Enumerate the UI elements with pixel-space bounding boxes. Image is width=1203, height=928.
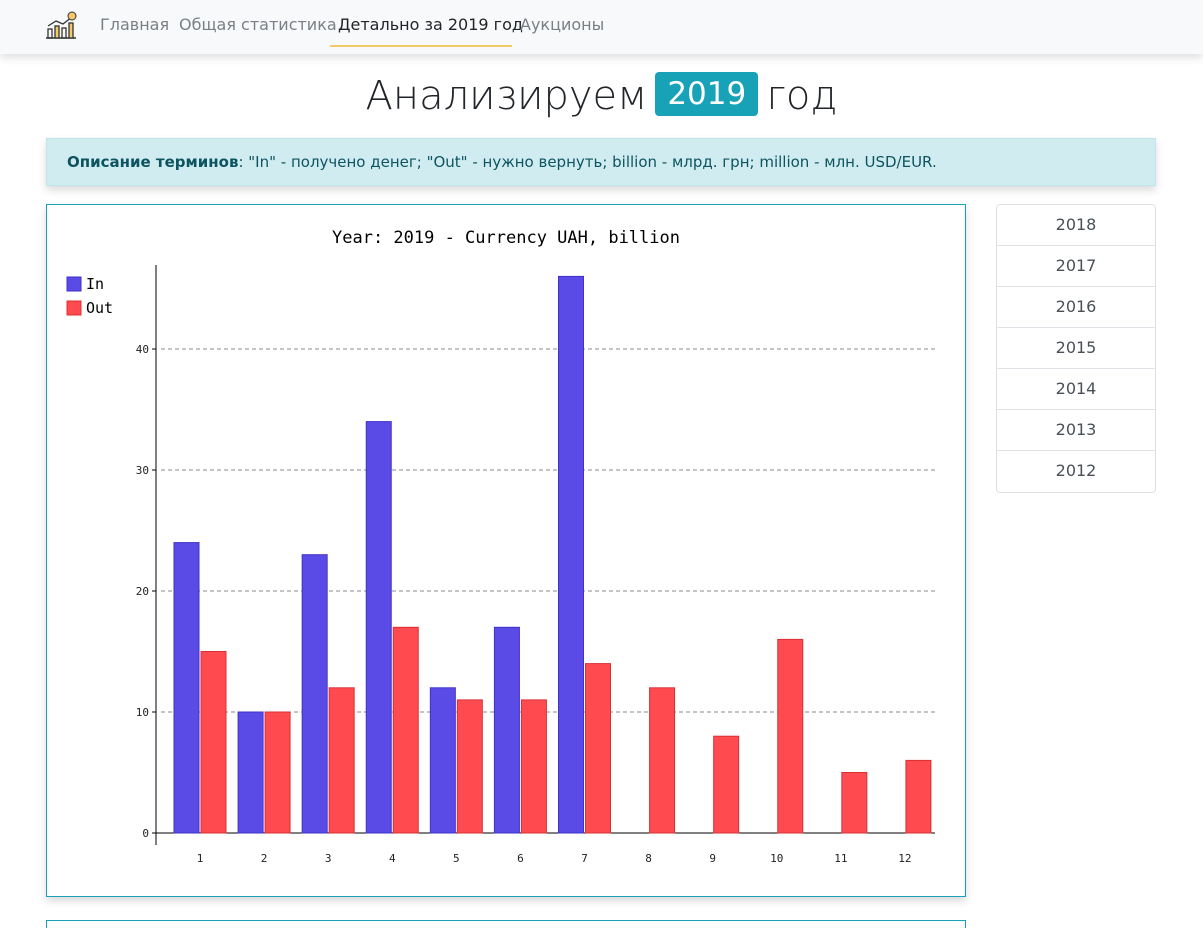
bar-chart: Year: 2019 - Currency UAH, billion 0 10 20 3… <box>66 228 935 865</box>
bar-in-4 <box>365 421 392 834</box>
page-title-suffix: год <box>766 73 838 119</box>
x-tick-label: 11 <box>834 852 847 865</box>
terms-description-label: Описание терминов <box>67 153 239 171</box>
bar-out-7 <box>585 663 611 834</box>
x-tick-label: 1 <box>197 852 204 865</box>
legend-label-in: In <box>86 275 104 293</box>
bar-in-1 <box>173 542 200 834</box>
x-tick-label: 12 <box>898 852 911 865</box>
legend-swatch-out <box>66 300 82 316</box>
x-tick-label: 2 <box>261 852 268 865</box>
bar-in-6 <box>493 626 520 834</box>
year-badge: 2019 <box>655 72 759 116</box>
page-title: Анализируем 2019 год <box>0 70 1203 122</box>
bar-out-8 <box>649 687 676 834</box>
year-link-2012[interactable]: 2012 <box>1055 461 1097 480</box>
chart-card: Year: 2019 - Currency UAH, billion 0 10 20 3… <box>46 204 966 897</box>
bar-out-12 <box>905 759 932 834</box>
year-link-2016[interactable]: 2016 <box>997 287 1155 328</box>
legend-swatch-in <box>66 276 82 292</box>
navbar: Главная Общая статистика Детально за 201… <box>0 0 1203 54</box>
legend-label-out: Out <box>86 299 113 317</box>
x-tick-label: 10 <box>770 852 783 865</box>
nav-detail-year[interactable]: Детально за 2019 год <box>338 15 523 34</box>
bar-in-7 <box>558 275 584 834</box>
page-title-prefix: Анализируем <box>365 73 648 119</box>
year-link-2018[interactable]: 2018 <box>997 205 1155 246</box>
y-tick-label: 20 <box>136 585 149 598</box>
nav-general-stats[interactable]: Общая статистика <box>179 15 337 34</box>
bar-out-5 <box>456 699 483 834</box>
nav-active-indicator <box>330 45 512 47</box>
bar-out-6 <box>520 699 547 834</box>
nav-home[interactable]: Главная <box>100 15 170 34</box>
terms-description-alert: Описание терминов: "In" - получено денег… <box>46 138 1156 186</box>
chart-title: Year: 2019 - Currency UAH, billion <box>332 228 680 248</box>
year-link-2014[interactable]: 2014 <box>997 369 1155 410</box>
year-link-2017[interactable]: 2017 <box>997 246 1155 287</box>
bar-in-5 <box>429 687 456 834</box>
x-tick-label: 4 <box>389 852 396 865</box>
x-tick-label: 3 <box>325 852 332 865</box>
terms-description-text: : "In" - получено денег; "Out" - нужно в… <box>238 153 937 171</box>
y-tick-label: 10 <box>136 706 149 719</box>
year-link-2015[interactable]: 2015 <box>997 328 1155 369</box>
x-tick-label: 6 <box>517 852 524 865</box>
bar-out-11 <box>841 772 868 834</box>
bar-in-3 <box>301 554 328 834</box>
nav-auctions[interactable]: Аукционы <box>520 15 605 34</box>
bar-out-2 <box>264 711 291 834</box>
chart-coin-logo-icon[interactable] <box>44 11 78 41</box>
y-tick-label: 0 <box>142 827 149 840</box>
bar-out-4 <box>392 626 419 834</box>
y-tick-label: 40 <box>136 343 149 356</box>
bar-out-9 <box>713 735 740 834</box>
x-tick-label: 7 <box>581 852 588 865</box>
next-chart-card <box>46 920 966 928</box>
x-tick-label: 9 <box>709 852 716 865</box>
bar-out-3 <box>328 687 355 834</box>
bar-in-2 <box>237 711 264 834</box>
x-tick-label: 5 <box>453 852 460 865</box>
year-list: 2018 2017 2016 2015 2014 2013 2012 <box>996 204 1156 493</box>
bar-out-1 <box>200 651 227 834</box>
year-link-2013[interactable]: 2013 <box>997 410 1155 451</box>
x-tick-label: 8 <box>645 852 652 865</box>
y-tick-label: 30 <box>136 464 149 477</box>
bar-out-10 <box>777 638 804 834</box>
